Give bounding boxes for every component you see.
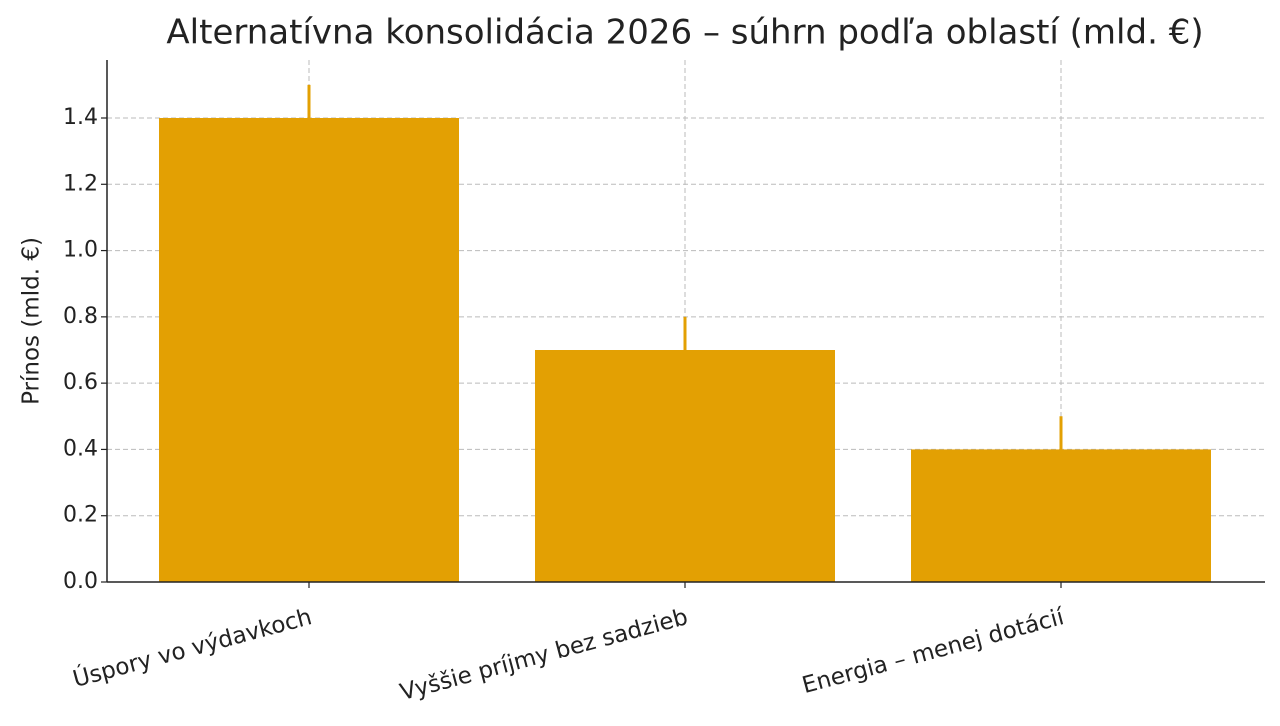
y-tick-label: 0.8: [63, 304, 98, 329]
x-tick-label: Energia – menej dotácií: [799, 604, 1067, 699]
chart-title: Alternatívna konsolidácia 2026 – súhrn p…: [166, 13, 1203, 53]
x-tick-label: Vyššie príjmy bez sadzieb: [397, 604, 690, 706]
y-tick-label: 0.4: [63, 436, 98, 461]
y-tick-label: 1.2: [63, 171, 98, 196]
x-tick-label: Úspory vo výdavkoch: [70, 602, 315, 693]
y-tick-label: 0.2: [63, 503, 98, 528]
y-tick-label: 1.0: [63, 238, 98, 263]
y-tick-label: 0.6: [63, 370, 98, 395]
bar: [535, 350, 835, 582]
bar: [159, 118, 459, 582]
y-axis-label: Prínos (mld. €): [19, 237, 45, 405]
y-tick-label: 0.0: [63, 569, 98, 594]
y-tick-label: 1.4: [63, 105, 98, 130]
